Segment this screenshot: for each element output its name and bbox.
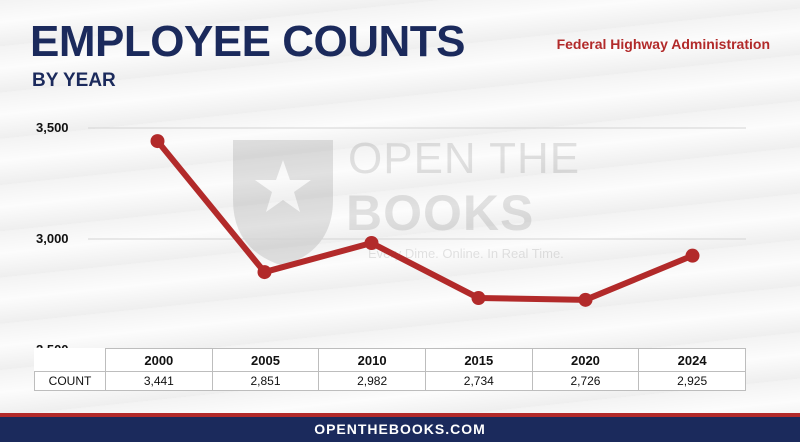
table-corner (34, 348, 106, 372)
table-row-label: COUNT (34, 371, 106, 391)
table-year-cell: 2005 (211, 348, 320, 372)
agency-name: Federal Highway Administration (556, 36, 770, 52)
data-point (471, 291, 486, 306)
table-count-cell: 2,726 (531, 371, 640, 391)
watermark-tagline: Every Dime. Online. In Real Time. (368, 246, 564, 261)
table-year-cell: 2015 (424, 348, 533, 372)
table-count-cell: 3,441 (105, 371, 213, 391)
watermark-line1: OPEN THE (348, 134, 581, 183)
table-year-cell: 2010 (318, 348, 426, 372)
page-title: EMPLOYEE COUNTS (30, 17, 466, 66)
openthebooks-watermark: OPEN THE BOOKS Every Dime. Online. In Re… (228, 130, 588, 270)
table-count-cell: 2,734 (424, 371, 533, 391)
data-point (257, 265, 272, 280)
footer-url: OPENTHEBOOKS.COM (0, 413, 800, 442)
y-tick-label: 3,000 (36, 231, 69, 246)
table-count-cell: 2,925 (638, 371, 746, 391)
watermark-line2: BOOKS (346, 185, 535, 241)
data-point (685, 248, 700, 263)
series-line (155, 139, 694, 303)
table-year-cell: 2024 (638, 348, 746, 372)
table-year-row: 2000 2005 2010 2015 2020 2024 (34, 348, 746, 372)
page-subtitle: BY YEAR (32, 70, 116, 91)
table-count-cell: 2,982 (318, 371, 426, 391)
table-count-row: COUNT 3,441 2,851 2,982 2,734 2,726 2,925 (34, 371, 746, 391)
table-year-cell: 2000 (105, 348, 213, 372)
data-table: 2000 2005 2010 2015 2020 2024 COUNT 3,441 2,85… (34, 348, 746, 391)
shield-logo-icon (233, 140, 333, 266)
y-tick-label: 3,500 (36, 120, 69, 135)
data-point (578, 292, 593, 307)
data-point (150, 134, 165, 149)
table-count-cell: 2,851 (211, 371, 320, 391)
data-point (364, 235, 379, 250)
table-year-cell: 2020 (531, 348, 640, 372)
